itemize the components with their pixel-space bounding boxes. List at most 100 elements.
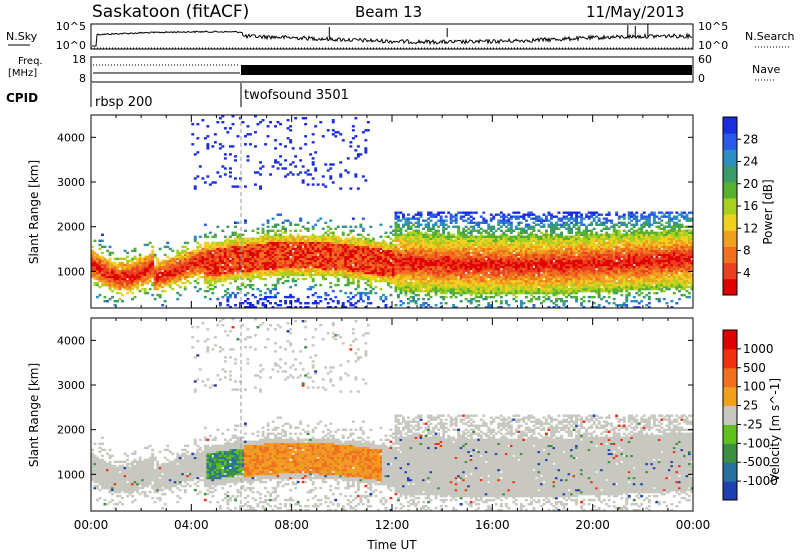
power-cell — [123, 269, 127, 273]
power-cell — [344, 291, 348, 295]
power-cell — [502, 223, 506, 226]
power-cell — [138, 279, 142, 283]
power-cell — [392, 253, 395, 257]
power-cell — [93, 239, 97, 242]
power-cell — [319, 257, 323, 261]
power-cell — [439, 215, 443, 218]
power-cell — [319, 269, 323, 273]
power-cell — [414, 213, 418, 216]
power-cell — [419, 215, 423, 218]
power-cell — [131, 265, 134, 269]
power-cell — [452, 265, 456, 269]
power-cell — [261, 235, 265, 238]
freq-unit-label: [MHz] — [8, 68, 37, 79]
power-cell — [384, 267, 388, 271]
power-cell — [449, 289, 453, 293]
power-cell — [504, 273, 508, 277]
power-cell — [151, 293, 155, 297]
power-cell — [417, 213, 420, 216]
power-cell — [509, 275, 513, 279]
power-cell — [254, 249, 257, 253]
power-cell — [397, 259, 400, 263]
power-cell — [319, 255, 323, 259]
power-cell — [294, 283, 298, 287]
power-cell — [479, 249, 483, 253]
power-cell — [111, 261, 114, 265]
power-cell — [259, 167, 262, 170]
power-cell — [492, 249, 496, 253]
power-cell — [366, 253, 370, 257]
power-cell — [394, 247, 398, 251]
power-cell — [341, 259, 345, 263]
power-cell — [457, 239, 461, 242]
power-cell — [234, 275, 237, 279]
power-cell — [279, 265, 282, 269]
power-cell — [128, 285, 132, 289]
power-cell — [218, 271, 222, 275]
power-cell — [359, 153, 363, 156]
power-cell — [223, 277, 227, 281]
power-cell — [402, 277, 405, 281]
power-cell — [309, 285, 313, 289]
power-cell — [366, 279, 370, 283]
power-cell — [407, 241, 410, 245]
power-cell — [514, 243, 518, 247]
power-cell — [331, 259, 335, 263]
power-cell — [502, 263, 506, 267]
power-cell — [364, 179, 368, 182]
power-cell — [118, 291, 122, 295]
power-cell — [519, 289, 523, 293]
power-cell — [108, 245, 112, 249]
power-cell — [394, 243, 398, 247]
power-cell — [361, 251, 365, 255]
power-cell — [449, 249, 453, 253]
power-cell — [246, 243, 250, 247]
power-cell — [414, 285, 418, 289]
power-cell — [384, 277, 388, 281]
power-cell — [213, 279, 217, 283]
power-cell — [519, 221, 523, 224]
power-cell — [492, 263, 496, 267]
power-cell — [266, 261, 270, 265]
power-cell — [218, 265, 222, 269]
power-cell — [309, 239, 313, 242]
power-cell — [241, 121, 245, 124]
power-cell — [254, 265, 257, 269]
power-cell — [121, 275, 124, 279]
power-cell — [286, 253, 290, 257]
power-cell — [409, 235, 413, 238]
power-cell — [221, 253, 225, 257]
power-cell — [279, 123, 282, 126]
power-cell — [429, 265, 433, 269]
power-cell — [509, 243, 513, 247]
power-cell — [146, 277, 150, 281]
power-cell — [218, 249, 222, 253]
power-cell — [366, 269, 370, 273]
power-cell — [412, 263, 415, 267]
power-cell — [502, 217, 506, 220]
power-cell — [316, 273, 320, 277]
power-cell — [457, 289, 461, 293]
power-cell — [394, 265, 398, 269]
power-cell — [314, 151, 318, 154]
power-cell — [136, 275, 140, 279]
power-cell — [306, 306, 310, 309]
power-cell — [442, 223, 446, 226]
power-cell — [193, 239, 197, 242]
power-cell — [384, 279, 388, 283]
power-cell — [296, 237, 300, 240]
power-cell — [376, 267, 380, 271]
power-cell — [507, 217, 511, 220]
power-cell — [141, 261, 145, 265]
power-cell — [467, 265, 471, 269]
power-cell — [530, 277, 533, 281]
power-cell — [454, 221, 458, 224]
power-cell — [163, 281, 167, 285]
power-cell — [266, 269, 270, 273]
power-cell — [226, 277, 230, 281]
power-cell — [437, 277, 440, 281]
power-cell — [236, 233, 240, 236]
power-cell — [422, 263, 425, 267]
power-cell — [499, 219, 503, 222]
power-cell — [484, 267, 488, 271]
